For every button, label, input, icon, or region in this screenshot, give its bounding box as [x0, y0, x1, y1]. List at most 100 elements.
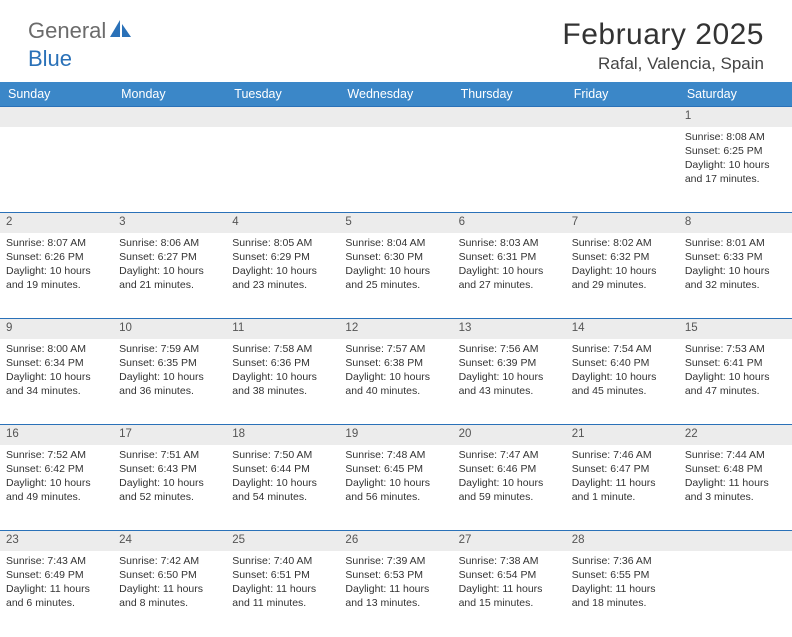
day-header-row: SundayMondayTuesdayWednesdayThursdayFrid… [0, 82, 792, 107]
day-detail-line: Sunset: 6:44 PM [232, 462, 333, 476]
day-number: 3 [119, 216, 125, 228]
day-detail-cell: Sunrise: 7:40 AMSunset: 6:51 PMDaylight:… [226, 551, 339, 637]
day-number-cell: 28 [566, 531, 679, 551]
day-detail-line: Sunset: 6:47 PM [572, 462, 673, 476]
day-number: 12 [345, 322, 358, 334]
day-detail-line: Sunset: 6:35 PM [119, 356, 220, 370]
day-number: 8 [685, 216, 691, 228]
day-detail-cell: Sunrise: 7:53 AMSunset: 6:41 PMDaylight:… [679, 339, 792, 425]
day-number: 13 [459, 322, 472, 334]
day-number: 16 [6, 428, 19, 440]
day-detail-cell: Sunrise: 7:44 AMSunset: 6:48 PMDaylight:… [679, 445, 792, 531]
day-number: 6 [459, 216, 465, 228]
day-detail-line: Daylight: 10 hours and 52 minutes. [119, 476, 220, 504]
day-detail-line: Daylight: 10 hours and 54 minutes. [232, 476, 333, 504]
day-detail-line: Sunset: 6:36 PM [232, 356, 333, 370]
day-number-cell [566, 107, 679, 127]
day-number-cell: 11 [226, 319, 339, 339]
day-detail-cell: Sunrise: 7:54 AMSunset: 6:40 PMDaylight:… [566, 339, 679, 425]
day-number: 22 [685, 428, 698, 440]
day-number-cell: 1 [679, 107, 792, 127]
day-detail-cell: Sunrise: 7:38 AMSunset: 6:54 PMDaylight:… [453, 551, 566, 637]
day-detail-cell: Sunrise: 8:02 AMSunset: 6:32 PMDaylight:… [566, 233, 679, 319]
month-title: February 2025 [562, 18, 764, 52]
day-header: Thursday [453, 82, 566, 107]
day-detail-cell: Sunrise: 7:57 AMSunset: 6:38 PMDaylight:… [339, 339, 452, 425]
day-detail-cell [453, 127, 566, 213]
day-detail-line: Sunrise: 7:54 AM [572, 342, 673, 356]
calendar-body: 1Sunrise: 8:08 AMSunset: 6:25 PMDaylight… [0, 107, 792, 637]
calendar-table: SundayMondayTuesdayWednesdayThursdayFrid… [0, 82, 792, 637]
day-detail-line: Sunrise: 7:57 AM [345, 342, 446, 356]
day-number-cell: 14 [566, 319, 679, 339]
day-header: Monday [113, 82, 226, 107]
day-detail-line: Sunrise: 7:59 AM [119, 342, 220, 356]
day-detail-line: Sunset: 6:41 PM [685, 356, 786, 370]
day-detail-cell: Sunrise: 8:03 AMSunset: 6:31 PMDaylight:… [453, 233, 566, 319]
day-detail-line: Sunrise: 7:36 AM [572, 554, 673, 568]
day-detail-line: Sunrise: 7:52 AM [6, 448, 107, 462]
day-detail-line: Daylight: 10 hours and 25 minutes. [345, 264, 446, 292]
day-detail-cell [566, 127, 679, 213]
day-number-row: 9101112131415 [0, 319, 792, 339]
day-detail-line: Daylight: 11 hours and 15 minutes. [459, 582, 560, 610]
day-detail-line: Sunrise: 8:08 AM [685, 130, 786, 144]
day-detail-line: Sunrise: 7:43 AM [6, 554, 107, 568]
brand-part2: Blue [28, 46, 72, 71]
day-detail-line: Daylight: 10 hours and 43 minutes. [459, 370, 560, 398]
day-detail-line: Daylight: 10 hours and 38 minutes. [232, 370, 333, 398]
day-detail-line: Daylight: 11 hours and 18 minutes. [572, 582, 673, 610]
day-detail-line: Daylight: 10 hours and 47 minutes. [685, 370, 786, 398]
day-number-cell: 26 [339, 531, 452, 551]
day-detail-line: Sunset: 6:38 PM [345, 356, 446, 370]
day-number-row: 16171819202122 [0, 425, 792, 445]
day-detail-line: Sunset: 6:31 PM [459, 250, 560, 264]
day-detail-line: Daylight: 11 hours and 6 minutes. [6, 582, 107, 610]
day-detail-cell [679, 551, 792, 637]
day-number: 23 [6, 534, 19, 546]
day-number: 4 [232, 216, 238, 228]
day-header: Sunday [0, 82, 113, 107]
day-number-cell: 18 [226, 425, 339, 445]
day-detail-line: Sunrise: 8:06 AM [119, 236, 220, 250]
day-detail-line: Sunset: 6:30 PM [345, 250, 446, 264]
brand-part1: General [28, 18, 106, 44]
brand-sail-icon [110, 20, 132, 43]
day-detail-line: Sunset: 6:51 PM [232, 568, 333, 582]
day-header: Saturday [679, 82, 792, 107]
day-detail-line: Daylight: 10 hours and 27 minutes. [459, 264, 560, 292]
day-number: 17 [119, 428, 132, 440]
day-header: Friday [566, 82, 679, 107]
day-detail-line: Daylight: 10 hours and 49 minutes. [6, 476, 107, 504]
day-detail-line: Sunrise: 8:02 AM [572, 236, 673, 250]
day-number-cell: 25 [226, 531, 339, 551]
day-detail-line: Sunrise: 7:42 AM [119, 554, 220, 568]
day-detail-line: Sunset: 6:48 PM [685, 462, 786, 476]
day-detail-line: Daylight: 11 hours and 8 minutes. [119, 582, 220, 610]
day-number-cell [679, 531, 792, 551]
brand-logo: General [28, 18, 134, 44]
day-detail-cell: Sunrise: 7:51 AMSunset: 6:43 PMDaylight:… [113, 445, 226, 531]
day-detail-cell: Sunrise: 8:04 AMSunset: 6:30 PMDaylight:… [339, 233, 452, 319]
day-detail-line: Sunset: 6:42 PM [6, 462, 107, 476]
day-number: 7 [572, 216, 578, 228]
day-detail-cell [113, 127, 226, 213]
day-detail-line: Sunrise: 7:48 AM [345, 448, 446, 462]
day-detail-line: Daylight: 10 hours and 34 minutes. [6, 370, 107, 398]
day-number: 25 [232, 534, 245, 546]
day-detail-line: Sunrise: 8:01 AM [685, 236, 786, 250]
day-detail-line: Sunset: 6:40 PM [572, 356, 673, 370]
day-number-cell: 13 [453, 319, 566, 339]
day-detail-line: Sunrise: 7:56 AM [459, 342, 560, 356]
day-number-cell: 10 [113, 319, 226, 339]
day-number-cell: 12 [339, 319, 452, 339]
day-number: 20 [459, 428, 472, 440]
day-number: 15 [685, 322, 698, 334]
day-header: Wednesday [339, 82, 452, 107]
day-detail-line: Sunrise: 7:50 AM [232, 448, 333, 462]
day-number-cell: 27 [453, 531, 566, 551]
day-detail-row: Sunrise: 8:00 AMSunset: 6:34 PMDaylight:… [0, 339, 792, 425]
day-detail-line: Sunset: 6:32 PM [572, 250, 673, 264]
day-detail-cell: Sunrise: 7:58 AMSunset: 6:36 PMDaylight:… [226, 339, 339, 425]
day-detail-line: Sunset: 6:46 PM [459, 462, 560, 476]
